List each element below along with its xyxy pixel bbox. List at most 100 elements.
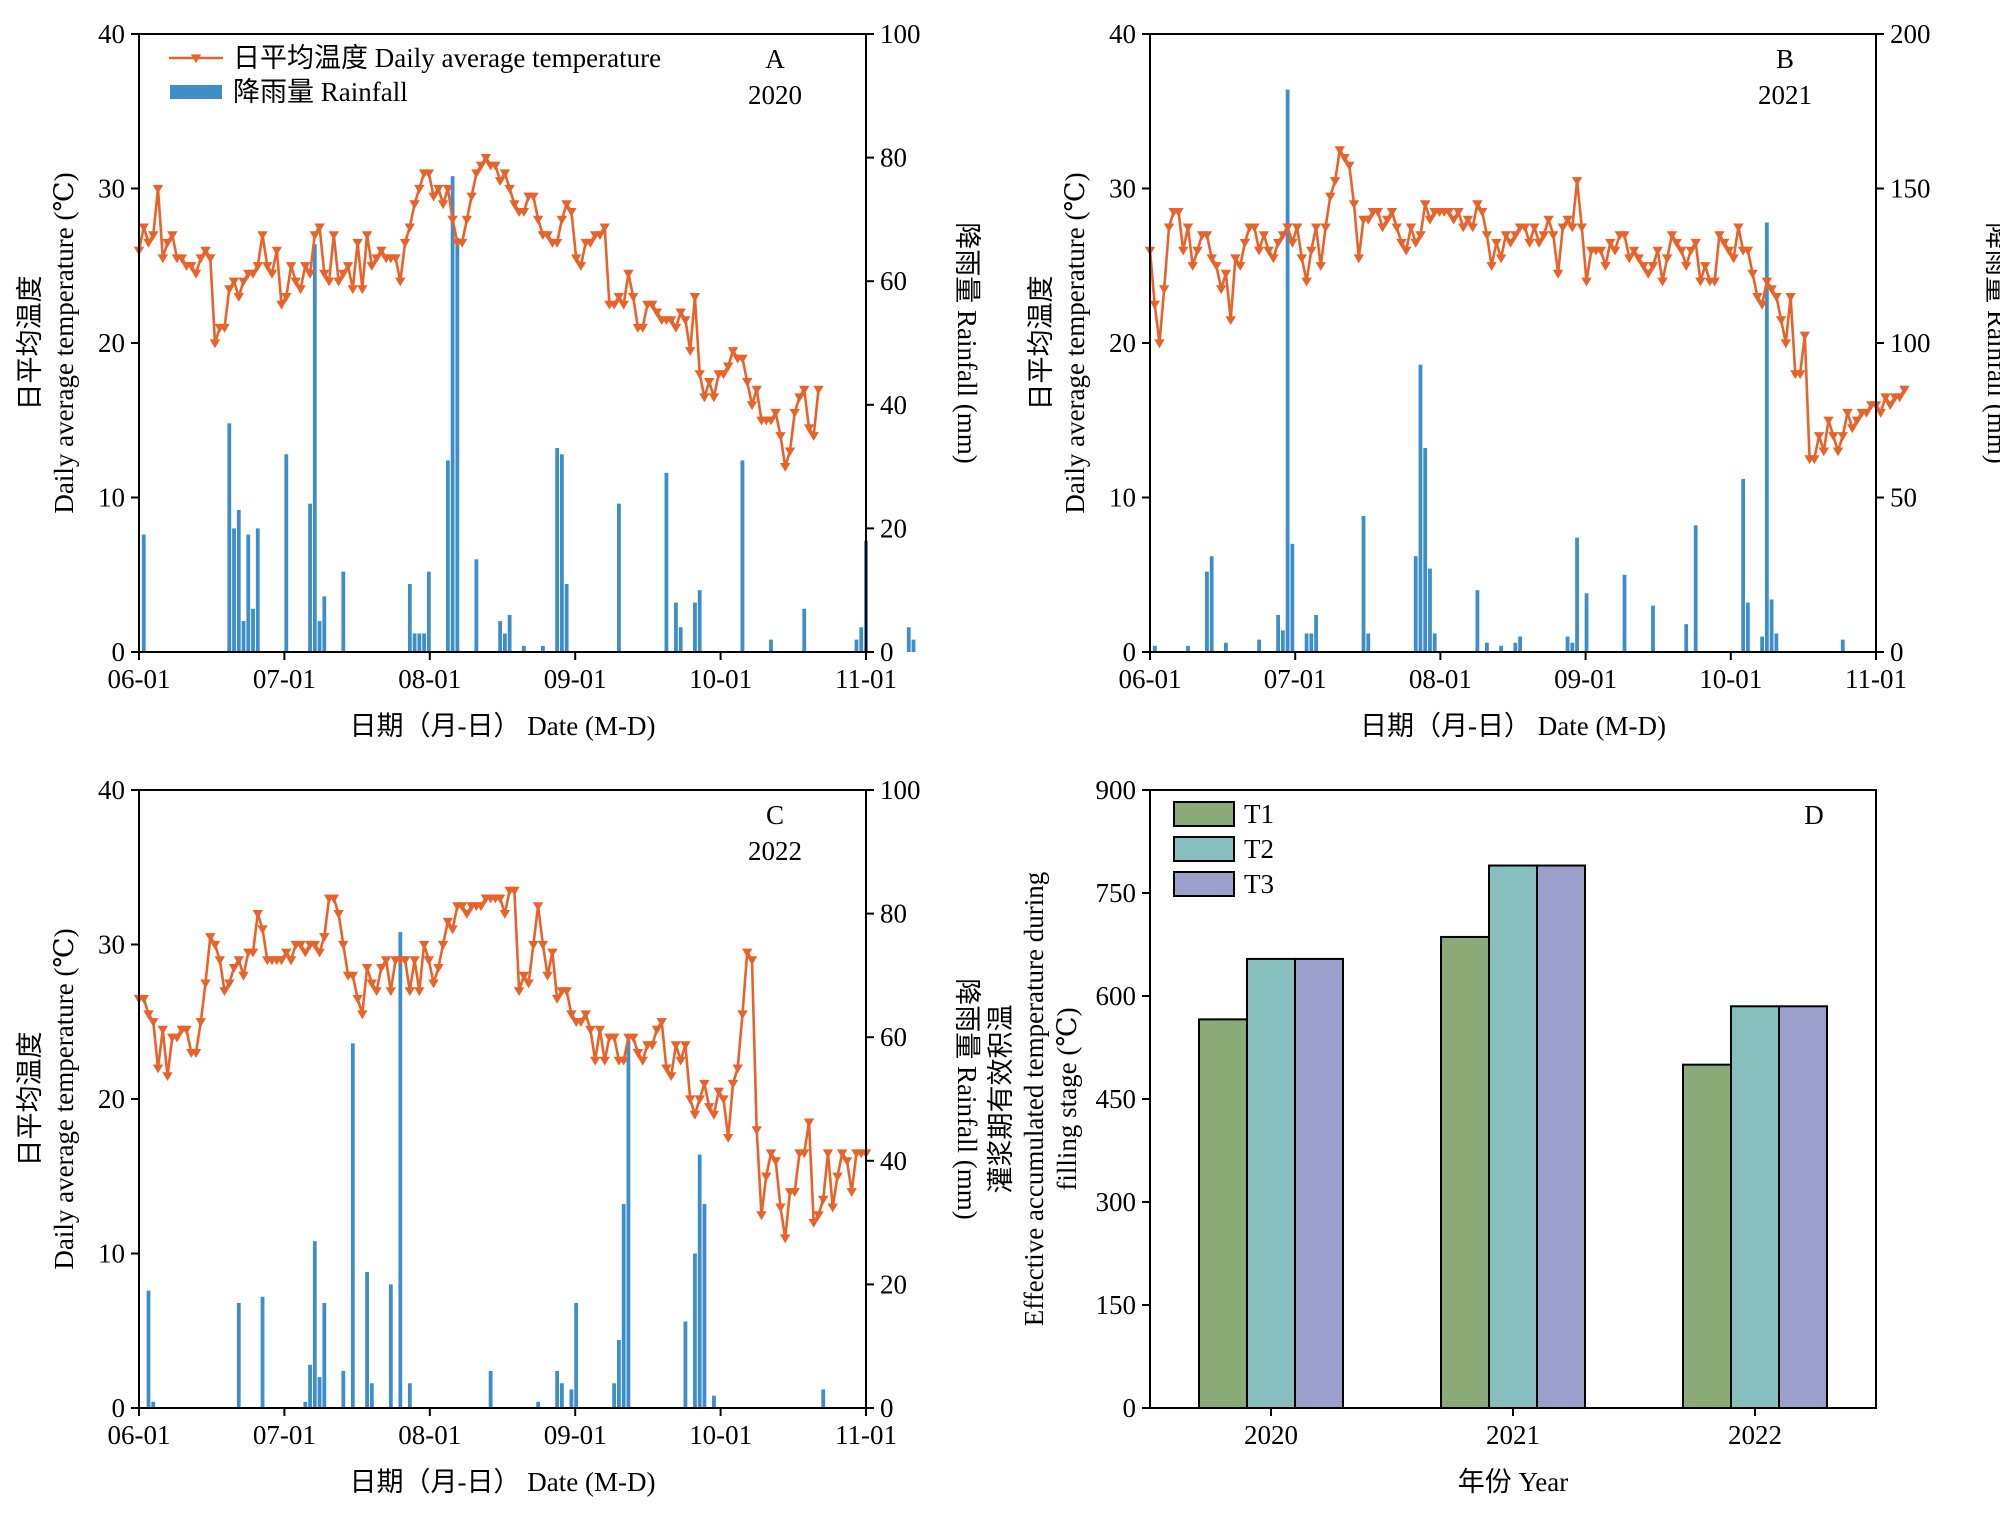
temperature-point — [186, 262, 197, 271]
temperature-point — [599, 223, 610, 233]
temperature-point — [152, 184, 164, 194]
temperature-point — [1315, 262, 1326, 271]
rainfall-bar — [521, 645, 526, 652]
rainfall-bar — [407, 584, 412, 652]
temperature-point — [357, 285, 368, 295]
rainfall-bar — [1423, 448, 1428, 652]
temperature-point — [1220, 269, 1232, 279]
rainfall-bar — [1622, 574, 1627, 652]
temperature-point — [1477, 208, 1488, 217]
rainfall-bar — [388, 1284, 393, 1408]
temperature-point — [271, 246, 282, 256]
temperature-point — [803, 1118, 815, 1128]
temperature-point — [1377, 223, 1388, 233]
temperature-point — [1847, 424, 1858, 434]
temperature-point — [1719, 238, 1730, 248]
rainfall-bar — [141, 534, 146, 652]
rainfall-bar — [1186, 645, 1190, 652]
y-axis-label-en1: Effective accumulated temperature during — [1019, 872, 1049, 1327]
temperature-point — [1785, 293, 1796, 302]
temperature-point — [618, 300, 629, 310]
temperature-point — [276, 300, 287, 310]
temperature-point — [1624, 254, 1635, 264]
temperature-point — [366, 262, 377, 271]
temperature-point — [1382, 215, 1393, 225]
temperature-point — [162, 238, 173, 248]
temperature-point — [138, 994, 149, 1004]
temperature-point — [428, 192, 439, 202]
temperature-point — [247, 948, 259, 958]
x-tick-label: 06-01 — [108, 664, 171, 694]
bar-T2-2021 — [1488, 864, 1538, 1409]
temperature-point — [841, 1157, 853, 1166]
rainfall-bar — [1570, 642, 1575, 652]
temperature-point — [575, 1018, 587, 1027]
temperature-point — [238, 277, 249, 287]
temperature-point — [1491, 238, 1502, 248]
y2-tick-label: 40 — [880, 1146, 907, 1176]
temperature-point — [1182, 223, 1194, 233]
temperature-point — [1253, 246, 1265, 256]
temperature-point — [1263, 246, 1274, 256]
legend-rainfall-label: 降雨量 Rainfall — [233, 77, 408, 107]
temperature-point — [780, 1234, 791, 1244]
rainfall-bar — [1309, 633, 1314, 652]
temperature-point — [1287, 238, 1298, 248]
temperature-point — [1529, 223, 1540, 233]
rainfall-bar — [702, 1204, 707, 1408]
bar-T1-2020 — [1198, 1018, 1248, 1409]
temperature-point — [799, 1149, 810, 1159]
temperature-point — [518, 208, 530, 217]
temperature-point — [1163, 223, 1175, 233]
temperature-point — [456, 238, 468, 248]
rainfall-bar — [255, 528, 260, 652]
temperature-point — [1823, 416, 1834, 426]
rainfall-bar — [569, 1389, 574, 1408]
temperature-point — [661, 1064, 672, 1074]
rainfall-bar — [536, 1401, 541, 1408]
temperature-point — [1671, 238, 1682, 248]
temperature-point — [1505, 238, 1516, 248]
temperature-point — [399, 238, 411, 248]
panel-B: 0 10 20 30 40 0 50 100 150 200 06-01 07-01 08-01 09-0… — [1026, 19, 2000, 741]
temperature-point — [513, 987, 525, 996]
temperature-point — [461, 215, 473, 225]
temperature-point — [1386, 208, 1398, 217]
temperature-point — [609, 300, 620, 310]
temperature-point — [718, 1095, 729, 1105]
rainfall-bar — [241, 621, 246, 652]
temperature-point — [632, 1049, 644, 1058]
panel-label: C — [766, 800, 784, 830]
rainfall-bar — [1280, 630, 1285, 652]
temperature-point — [437, 200, 449, 210]
temperature-point — [285, 956, 297, 966]
rainfall-bar — [1276, 614, 1281, 652]
rainfall-bar — [854, 639, 859, 652]
y-axis-label-en: Daily average temperature (℃) — [49, 172, 79, 513]
temperature-point — [1652, 246, 1663, 256]
temperature-point — [1638, 262, 1649, 271]
temperature-point — [319, 269, 330, 279]
rainfall-bar — [1152, 645, 1157, 652]
temperature-point — [295, 285, 306, 295]
rainfall-bar — [1651, 605, 1655, 652]
temperature-point — [1216, 285, 1227, 295]
rainfall-bar — [540, 645, 545, 652]
x-tick-label: 11-01 — [835, 1420, 897, 1450]
temperature-point — [1571, 177, 1583, 186]
temperature-point — [471, 169, 482, 179]
temperature-point — [1211, 262, 1222, 271]
year-label: 2021 — [1758, 80, 1812, 110]
y-axis-label-cn: 日平均温度 — [15, 1032, 45, 1167]
y2-tick-label: 0 — [880, 637, 894, 667]
temperature-point — [181, 1025, 192, 1035]
rainfall-bar — [1575, 537, 1579, 652]
temperature-point — [651, 1025, 663, 1035]
y2-tick-label: 80 — [880, 143, 907, 173]
temperature-point — [666, 316, 677, 325]
temperature-point — [447, 215, 458, 225]
temperature-point — [314, 948, 325, 958]
temperature-point — [1761, 277, 1773, 287]
temperature-point — [1837, 432, 1848, 441]
